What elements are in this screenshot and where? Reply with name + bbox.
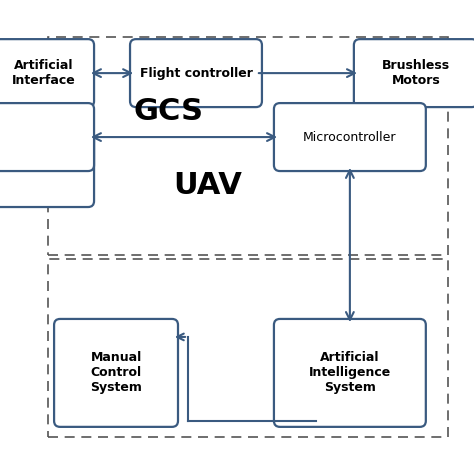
Text: Artificial
Interface: Artificial Interface	[12, 59, 76, 87]
Bar	[48, 259, 448, 437]
Text: Microcontroller: Microcontroller	[303, 130, 397, 144]
Text: Brushless
Motors: Brushless Motors	[382, 59, 450, 87]
FancyBboxPatch shape	[0, 131, 94, 207]
Bar	[48, 37, 448, 255]
Text: GCS: GCS	[133, 97, 203, 126]
Text: Manual
Control
System: Manual Control System	[90, 351, 142, 394]
FancyBboxPatch shape	[54, 319, 178, 427]
FancyBboxPatch shape	[354, 39, 474, 107]
FancyBboxPatch shape	[274, 319, 426, 427]
FancyBboxPatch shape	[130, 39, 262, 107]
FancyBboxPatch shape	[0, 103, 94, 171]
Text: Artificial
Intelligence
System: Artificial Intelligence System	[309, 351, 391, 394]
Text: UAV: UAV	[173, 171, 242, 200]
Text: Flight controller: Flight controller	[139, 67, 253, 80]
FancyBboxPatch shape	[274, 103, 426, 171]
FancyBboxPatch shape	[0, 39, 94, 107]
